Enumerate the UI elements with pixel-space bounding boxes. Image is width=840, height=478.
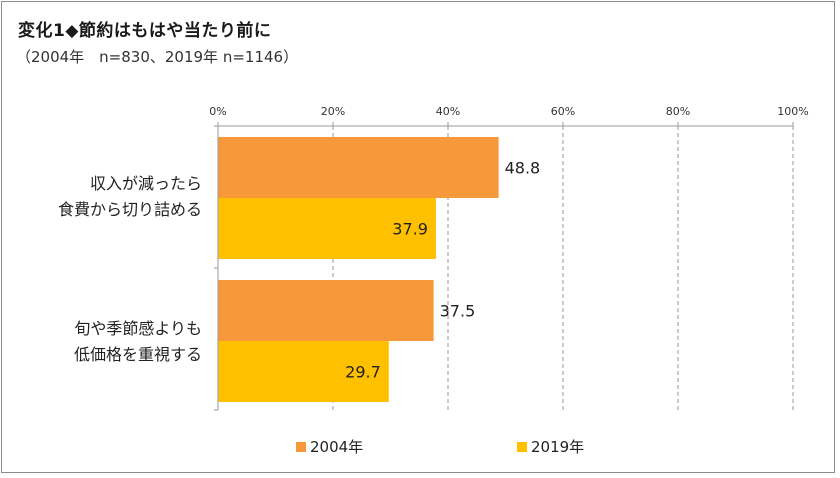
data-label-2004年-cat0: 48.8	[505, 159, 541, 178]
tick-label-0: 0%	[209, 105, 226, 118]
legend-item-2019: 2019年	[517, 436, 584, 457]
bar-2019年-cat0	[218, 198, 436, 259]
tick-label-20: 20%	[321, 105, 345, 118]
data-label-2019年-cat0: 37.9	[392, 220, 428, 239]
legend-label-2019: 2019年	[531, 438, 585, 456]
tick-label-100: 100%	[777, 105, 808, 118]
legend-swatch-2004	[296, 441, 306, 452]
data-label-2004年-cat1: 37.5	[440, 302, 476, 321]
bar-2004年-cat0	[218, 137, 499, 198]
tick-label-60: 60%	[551, 105, 575, 118]
data-label-2019年-cat1: 29.7	[345, 363, 381, 382]
category-label-0-line-2: 食費から切り詰める	[57, 200, 202, 219]
category-label-1-line-1: 旬や季節感よりも	[74, 319, 202, 338]
category-label-1: 旬や季節感よりも 低価格を重視する	[12, 316, 202, 368]
legend-item-2004: 2004年	[296, 436, 363, 457]
chart-title: 変化1◆節約はもはや当たり前に	[18, 21, 272, 41]
tick-label-40: 40%	[436, 105, 460, 118]
category-label-0-line-1: 収入が減ったら	[89, 174, 202, 193]
category-label-0: 収入が減ったら 食費から切り詰める	[12, 171, 202, 223]
category-label-1-line-2: 低価格を重視する	[73, 345, 202, 364]
chart-subtitle: （2004年 n=830、2019年 n=1146）	[16, 48, 299, 66]
bar-2004年-cat1	[218, 280, 434, 341]
legend-swatch-2019	[517, 441, 527, 452]
tick-label-80: 80%	[666, 105, 690, 118]
legend-label-2004: 2004年	[310, 438, 364, 456]
bar-2019年-cat1	[218, 341, 389, 402]
